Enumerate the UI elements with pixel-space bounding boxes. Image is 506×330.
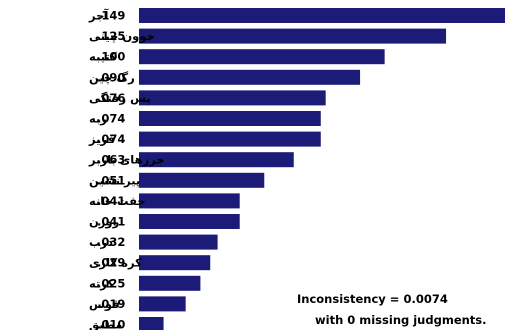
value-label: .025 — [97, 276, 125, 290]
value-label: .149 — [97, 9, 125, 23]
category-label: پیر نشین — [89, 173, 140, 187]
value-label: .029 — [97, 256, 125, 270]
bar — [139, 317, 164, 330]
bar — [139, 275, 201, 291]
category-label: خوون چینی — [89, 29, 155, 44]
bar — [139, 214, 240, 229]
value-label: .041 — [97, 215, 125, 229]
bar — [139, 28, 447, 44]
bar — [139, 8, 505, 23]
value-label: .090 — [97, 70, 125, 84]
category-label: آجر — [88, 9, 109, 23]
bar — [139, 234, 218, 250]
value-label: .019 — [97, 297, 125, 311]
category-label: درب — [89, 235, 113, 249]
category-label: روزن — [89, 215, 119, 230]
value-label: .074 — [97, 132, 125, 146]
value-label: .074 — [97, 112, 125, 126]
value-label: .010 — [97, 318, 125, 330]
category-label: جفت خانه — [89, 194, 146, 208]
value-label: .125 — [97, 29, 125, 43]
category-label: قوس — [89, 297, 120, 312]
value-label: .063 — [97, 153, 125, 167]
category-label: فریز — [88, 132, 115, 146]
bar — [139, 49, 385, 65]
bar — [139, 111, 321, 126]
bar — [139, 131, 321, 147]
category-label: ربه — [89, 112, 107, 126]
category-label: کرته — [89, 276, 114, 290]
value-label: .051 — [97, 173, 125, 187]
category-label: جرزهای باربر — [88, 153, 165, 167]
bar — [139, 193, 240, 209]
category-label: کره کاری — [89, 256, 142, 270]
missing-judgments-note: with 0 missing judgments. — [315, 313, 487, 327]
value-label: .100 — [97, 50, 125, 64]
category-label: پس رفتگی — [89, 91, 151, 105]
bar — [139, 90, 326, 106]
category-label: مطبق — [89, 318, 122, 330]
category-label: رگ چین — [89, 70, 135, 84]
bar — [139, 255, 211, 271]
value-label: .032 — [97, 235, 125, 249]
value-label: .076 — [97, 91, 125, 105]
bar — [139, 69, 361, 85]
category-label: کتیبه — [89, 50, 117, 64]
bar — [139, 172, 265, 188]
inconsistency-note: Inconsistency = 0.0074 — [297, 292, 448, 306]
value-label: .041 — [97, 194, 125, 208]
bar — [139, 296, 186, 312]
bar — [139, 152, 294, 168]
